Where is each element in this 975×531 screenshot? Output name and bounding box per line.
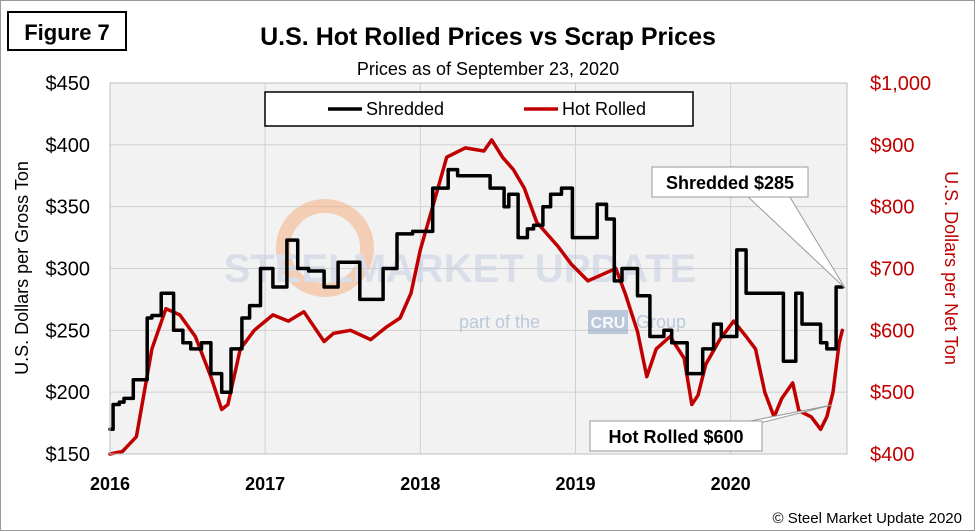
chart-subtitle: Prices as of September 23, 2020	[357, 59, 619, 79]
chart-title: U.S. Hot Rolled Prices vs Scrap Prices	[260, 23, 716, 51]
legend-label-hot-rolled: Hot Rolled	[562, 99, 646, 119]
y2-axis-title: U.S. Dollars per Net Ton	[941, 171, 961, 365]
x-tick-label: 2020	[711, 474, 751, 494]
y2-tick-label: $700	[870, 259, 915, 281]
y-tick-label: $350	[46, 197, 91, 219]
y2-tick-label: $500	[870, 382, 915, 404]
x-tick-label: 2016	[90, 474, 130, 494]
x-tick-label: 2017	[245, 474, 285, 494]
annotation-box-hot-rolled	[589, 420, 763, 452]
y-tick-label: $300	[46, 259, 91, 281]
y2-tick-label: $1,000	[870, 73, 931, 95]
series-layer	[108, 138, 845, 456]
y2-tick-label: $400	[870, 444, 915, 466]
legend-label-shredded: Shredded	[366, 99, 444, 119]
y-tick-label: $150	[46, 444, 91, 466]
annotation-shredded: Shredded $285	[666, 173, 794, 193]
x-tick-label: 2018	[400, 474, 440, 494]
y2-tick-label: $800	[870, 197, 915, 219]
x-axis: 2016 2017 2018 2019 2020	[90, 474, 751, 494]
copyright: © Steel Market Update 2020	[773, 510, 963, 527]
x-tick-label: 2019	[555, 474, 595, 494]
y-axis-title: U.S. Dollars per Gross Ton	[12, 161, 32, 375]
watermark-cru: CRU	[591, 315, 626, 332]
plot-border	[109, 82, 848, 455]
y-tick-label: $450	[46, 73, 91, 95]
annotations: Shredded $285 Hot Rolled $600	[589, 166, 846, 452]
y-axis-right: $400 $500 $600 $700 $800 $900 $1,000	[870, 73, 931, 466]
y-tick-label: $200	[46, 382, 91, 404]
y-axis-left: $150 $200 $250 $300 $350 $400 $450	[46, 73, 91, 466]
y2-tick-label: $900	[870, 135, 915, 157]
figure-label-box	[7, 11, 127, 51]
figure-label: Figure 7	[24, 20, 110, 45]
watermark-tagline-suffix: Group	[636, 312, 686, 332]
y-tick-label: $400	[46, 135, 91, 157]
watermark-tagline-prefix: part of the	[459, 312, 540, 332]
annotation-box-shredded-fill	[653, 168, 783, 196]
y-tick-label: $250	[46, 320, 91, 342]
y2-tick-label: $600	[870, 320, 915, 342]
legend: Shredded Hot Rolled	[264, 91, 694, 127]
watermark-cru-box	[588, 310, 628, 334]
series-line-shredded	[108, 167, 845, 432]
annotation-hot-rolled: Hot Rolled $600	[608, 427, 743, 447]
watermark-logo-ring	[276, 199, 374, 297]
